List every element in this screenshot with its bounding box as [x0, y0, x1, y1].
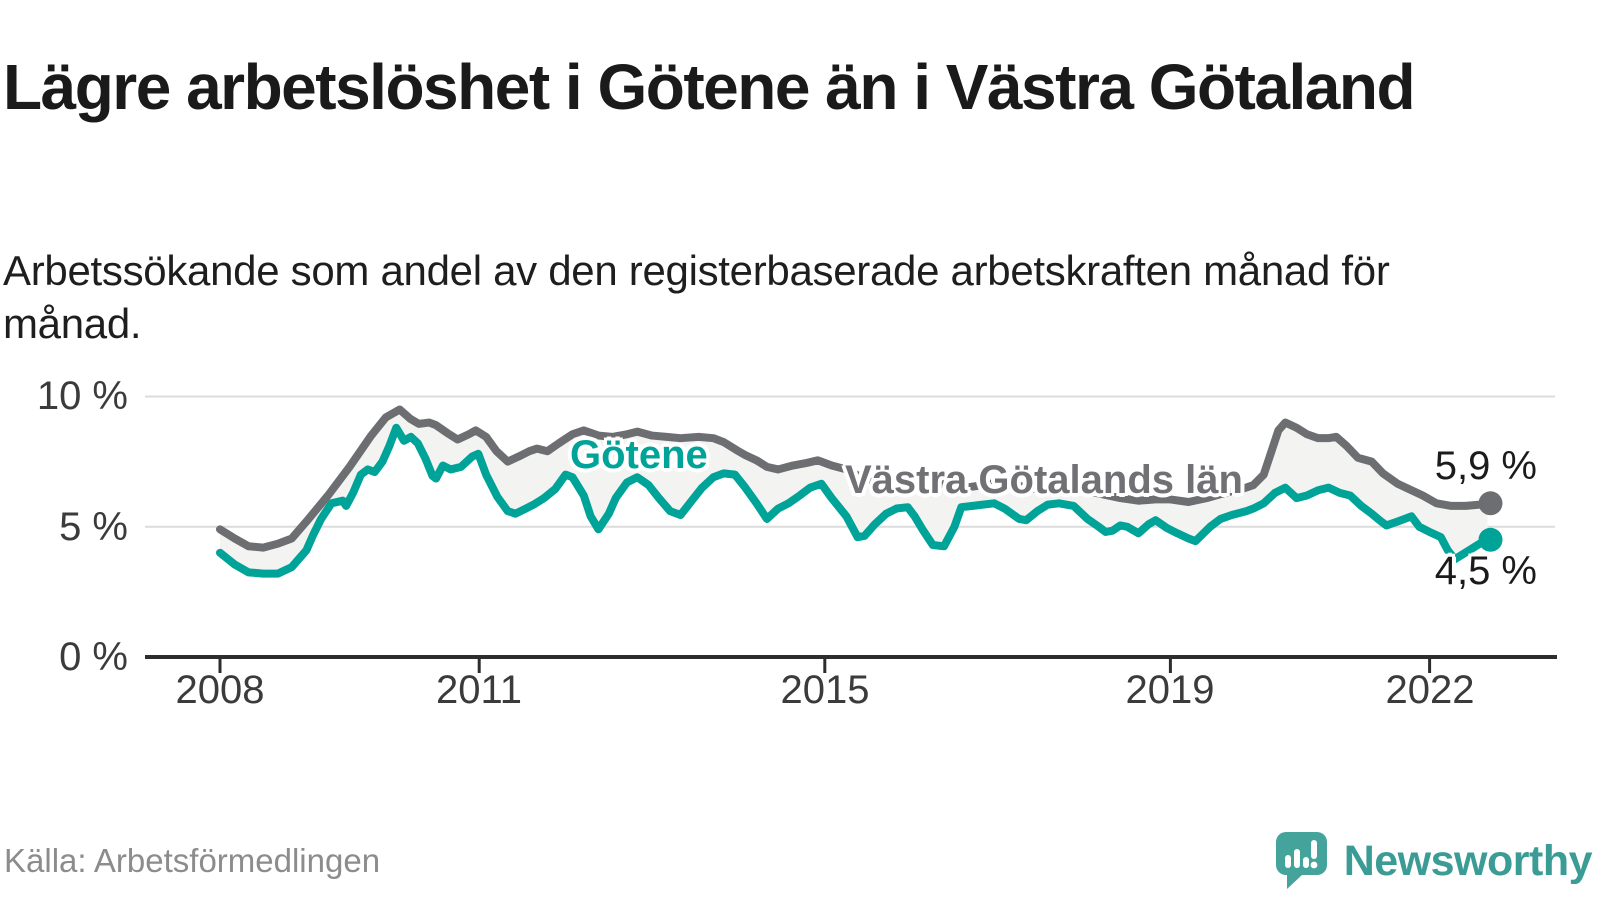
end-value-label-gotene: 4,5 % — [1434, 549, 1537, 593]
series-label-gotene: Götene — [570, 433, 708, 477]
x-axis-tick-label-2011: 2011 — [435, 668, 522, 712]
chart-subtitle: Arbetssökande som andel av den registerb… — [3, 247, 1390, 348]
newsworthy-brand: Newsworthy — [1275, 831, 1593, 891]
end-value-label-vastra-gotalands-lan: 5,9 % — [1434, 444, 1537, 488]
y-axis-tick-label-10: 10 % — [36, 374, 128, 418]
newsworthy-logo-icon — [1275, 831, 1328, 891]
y-axis-tick-label-5: 5 % — [59, 505, 128, 549]
x-axis-tick-label-2019: 2019 — [1125, 668, 1215, 712]
newsworthy-wordmark: Newsworthy — [1343, 836, 1593, 885]
x-axis-tick-label-2008: 2008 — [175, 668, 265, 712]
x-axis-tick-label-2015: 2015 — [780, 668, 870, 712]
x-axis-tick-label-2022: 2022 — [1385, 668, 1475, 712]
y-axis-tick-label-0: 0 % — [59, 635, 128, 679]
source-attribution: Källa: Arbetsförmedlingen — [4, 842, 381, 879]
series-label-vastra-gotalands-lan: Västra Götalands län — [845, 458, 1243, 502]
page-title: Lägre arbetslöshet i Götene än i Västra … — [3, 50, 1416, 123]
